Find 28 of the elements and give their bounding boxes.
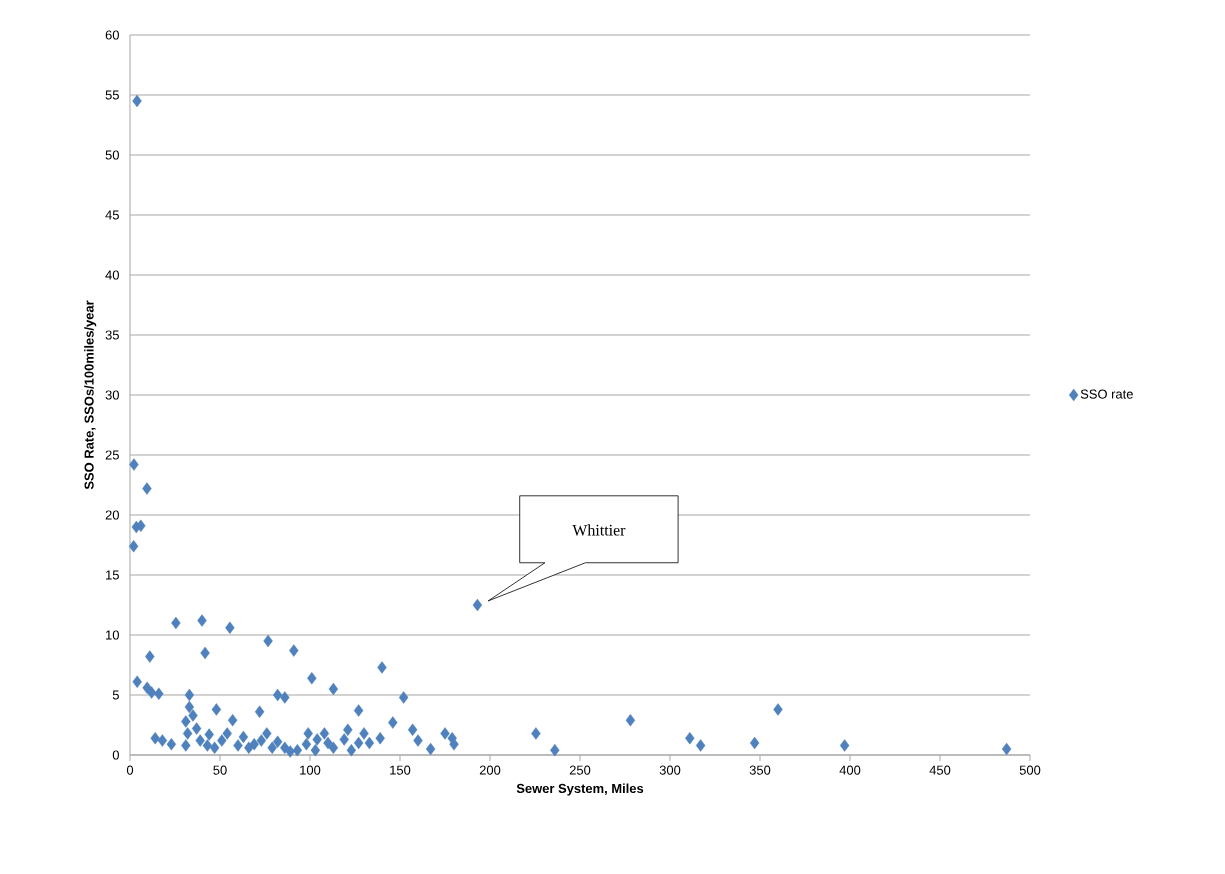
x-tick-label: 100 [300, 765, 321, 775]
y-tick-label: 30 [105, 390, 119, 400]
y-axis-title: SSO Rate, SSOs/100miles/year [84, 300, 97, 490]
y-tick-label: 5 [112, 690, 119, 700]
x-tick-label: 300 [659, 765, 681, 775]
x-tick-label: 400 [839, 765, 861, 775]
y-tick-label: 25 [105, 450, 119, 460]
y-tick-label: 0 [112, 750, 119, 760]
y-tick-label: 40 [105, 270, 119, 280]
y-tick-label: 15 [106, 570, 119, 580]
x-tick-label: 500 [1019, 765, 1041, 775]
annotation: Whittier [572, 524, 626, 536]
x-tick-label: 150 [390, 765, 411, 775]
x-tick-label: 200 [479, 765, 501, 775]
y-tick-label: 20 [105, 510, 119, 520]
y-tick-label: 60 [105, 30, 119, 40]
x-tick-label: 450 [929, 765, 951, 775]
y-tick-label: 45 [105, 210, 119, 220]
x-tick-label: 50 [213, 765, 227, 775]
legend-label: SSO rate [1080, 389, 1133, 399]
x-tick-label: 250 [569, 765, 591, 775]
y-tick-label: 10 [106, 630, 119, 640]
y-tick-label: 50 [105, 150, 119, 160]
y-tick-label: 35 [105, 330, 119, 340]
y-tick-label: 55 [105, 90, 119, 100]
x-tick-label: 0 [126, 765, 134, 775]
x-axis-title: Sewer System, Miles [516, 783, 644, 796]
x-tick-label: 350 [749, 765, 771, 775]
